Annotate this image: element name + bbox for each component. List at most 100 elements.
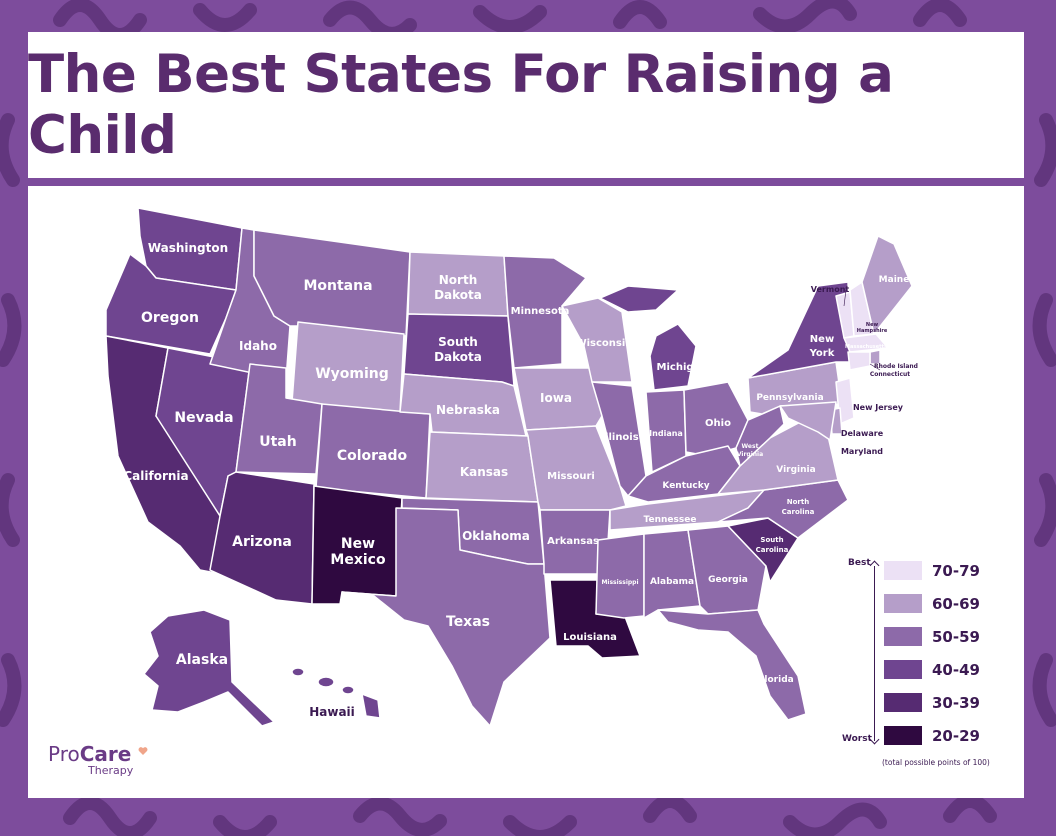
label-south-carolina-2: Carolina <box>756 546 789 554</box>
label-arizona: Arizona <box>232 534 292 550</box>
legend-swatch <box>884 594 922 613</box>
legend-label: 50-59 <box>932 627 980 646</box>
legend-swatch <box>884 693 922 712</box>
label-mississippi: Mississippi <box>601 579 638 586</box>
label-maine: Maine <box>879 275 910 285</box>
label-connecticut: Connecticut <box>870 371 910 378</box>
label-florida: Florida <box>758 675 793 685</box>
label-iowa: Iowa <box>540 391 572 405</box>
label-south-carolina-1: South <box>760 536 783 544</box>
label-new-jersey: New Jersey <box>853 403 904 412</box>
label-delaware: Delaware <box>841 429 884 438</box>
label-texas: Texas <box>446 614 490 630</box>
legend-swatch <box>884 561 922 580</box>
label-colorado: Colorado <box>337 448 408 464</box>
state-south-carolina[interactable] <box>727 517 799 583</box>
label-montana: Montana <box>303 278 372 294</box>
legend-item-70-79: 70-79 <box>884 561 980 580</box>
label-virginia: Virginia <box>776 465 815 475</box>
label-north-carolina-1: North <box>787 498 809 506</box>
legend-item-40-49: 40-49 <box>884 660 980 679</box>
label-south-dakota-1: South <box>438 335 478 349</box>
logo-subtitle: Therapy <box>88 764 134 777</box>
label-michigan: Michigan <box>657 362 708 373</box>
label-west-virginia-1: West <box>742 443 759 450</box>
legend: Best Worst 70-79 60-69 50-59 40-49 30-39… <box>838 556 1018 776</box>
label-pennsylvania: Pennsylvania <box>756 393 823 403</box>
label-kansas: Kansas <box>460 465 508 479</box>
legend-label: 60-69 <box>932 594 980 613</box>
legend-swatch <box>884 726 922 745</box>
logo-name: ProCare <box>48 744 158 764</box>
label-georgia: Georgia <box>708 575 748 585</box>
state-rhode-island[interactable] <box>869 349 881 365</box>
label-california: California <box>123 469 188 483</box>
label-illinois: Illinois <box>601 432 638 443</box>
state-arkansas[interactable] <box>539 509 611 575</box>
label-new-mexico-2: Mexico <box>330 552 386 568</box>
label-wisconsin: Wisconsin <box>576 338 633 349</box>
state-maryland[interactable] <box>779 401 837 441</box>
label-washington: Washington <box>148 241 228 255</box>
label-minnesota: Minnesota <box>511 306 570 317</box>
label-kentucky: Kentucky <box>662 481 709 491</box>
legend-item-60-69: 60-69 <box>884 594 980 613</box>
label-ohio: Ohio <box>705 418 731 429</box>
state-west-virginia[interactable] <box>735 405 785 467</box>
label-wyoming: Wyoming <box>315 366 389 382</box>
label-north-dakota-1: North <box>439 273 477 287</box>
label-arkansas: Arkansas <box>547 536 599 547</box>
label-tennessee: Tennessee <box>644 515 697 525</box>
label-new-hampshire-2: Hampshire <box>857 328 888 334</box>
label-new-hampshire-1: New <box>866 322 879 328</box>
label-nebraska: Nebraska <box>436 403 500 417</box>
label-hawaii: Hawaii <box>309 705 355 719</box>
state-minnesota[interactable] <box>503 255 587 369</box>
label-north-carolina-2: Carolina <box>782 508 815 516</box>
state-florida[interactable] <box>657 609 807 721</box>
state-michigan[interactable] <box>599 285 697 391</box>
state-kentucky[interactable] <box>627 445 741 503</box>
state-connecticut[interactable] <box>847 351 871 371</box>
page-title: The Best States For Raising a Child <box>28 44 894 166</box>
legend-item-50-59: 50-59 <box>884 627 980 646</box>
label-missouri: Missouri <box>547 471 595 482</box>
state-hawaii[interactable] <box>291 667 381 719</box>
label-north-dakota-2: Dakota <box>434 288 482 302</box>
state-alabama[interactable] <box>643 529 701 619</box>
logo-name-part1: Pro <box>48 742 80 766</box>
label-new-york-1: New <box>810 334 834 345</box>
label-rhode-island: Rhode Island <box>874 363 918 370</box>
heart-icon <box>138 747 148 755</box>
logo-name-part2: Care <box>79 742 132 766</box>
legend-axis <box>874 566 875 741</box>
label-oregon: Oregon <box>141 310 199 326</box>
legend-best-label: Best <box>848 558 871 568</box>
label-massachusetts: Massachusetts <box>845 344 887 350</box>
legend-item-30-39: 30-39 <box>884 693 980 712</box>
label-indiana: Indiana <box>649 429 683 438</box>
state-massachusetts[interactable] <box>843 333 889 353</box>
legend-note: (total possible points of 100) <box>882 758 990 767</box>
connecticut-leader-line <box>869 363 881 371</box>
state-alaska[interactable] <box>143 609 275 727</box>
label-maryland: Maryland <box>841 447 883 456</box>
label-idaho: Idaho <box>239 339 277 353</box>
label-vermont: Vermont <box>811 285 850 294</box>
label-louisiana: Louisiana <box>563 632 617 643</box>
label-utah: Utah <box>259 434 296 450</box>
label-west-virginia-2: Virginia <box>737 451 763 458</box>
title-banner: The Best States For Raising a Child <box>28 32 1024 178</box>
label-south-dakota-2: Dakota <box>434 350 482 364</box>
state-maine[interactable] <box>861 235 913 335</box>
state-wisconsin[interactable] <box>561 297 633 383</box>
state-texas[interactable] <box>341 507 551 727</box>
legend-label: 40-49 <box>932 660 980 679</box>
state-north-carolina[interactable] <box>717 479 849 539</box>
state-iowa[interactable] <box>513 367 603 431</box>
map-panel: Washington Oregon California Nevada Idah… <box>28 186 1024 798</box>
procare-logo: ProCare Therapy <box>48 744 158 784</box>
state-mississippi[interactable] <box>595 533 645 619</box>
label-nevada: Nevada <box>174 410 233 426</box>
label-alabama: Alabama <box>650 577 694 587</box>
